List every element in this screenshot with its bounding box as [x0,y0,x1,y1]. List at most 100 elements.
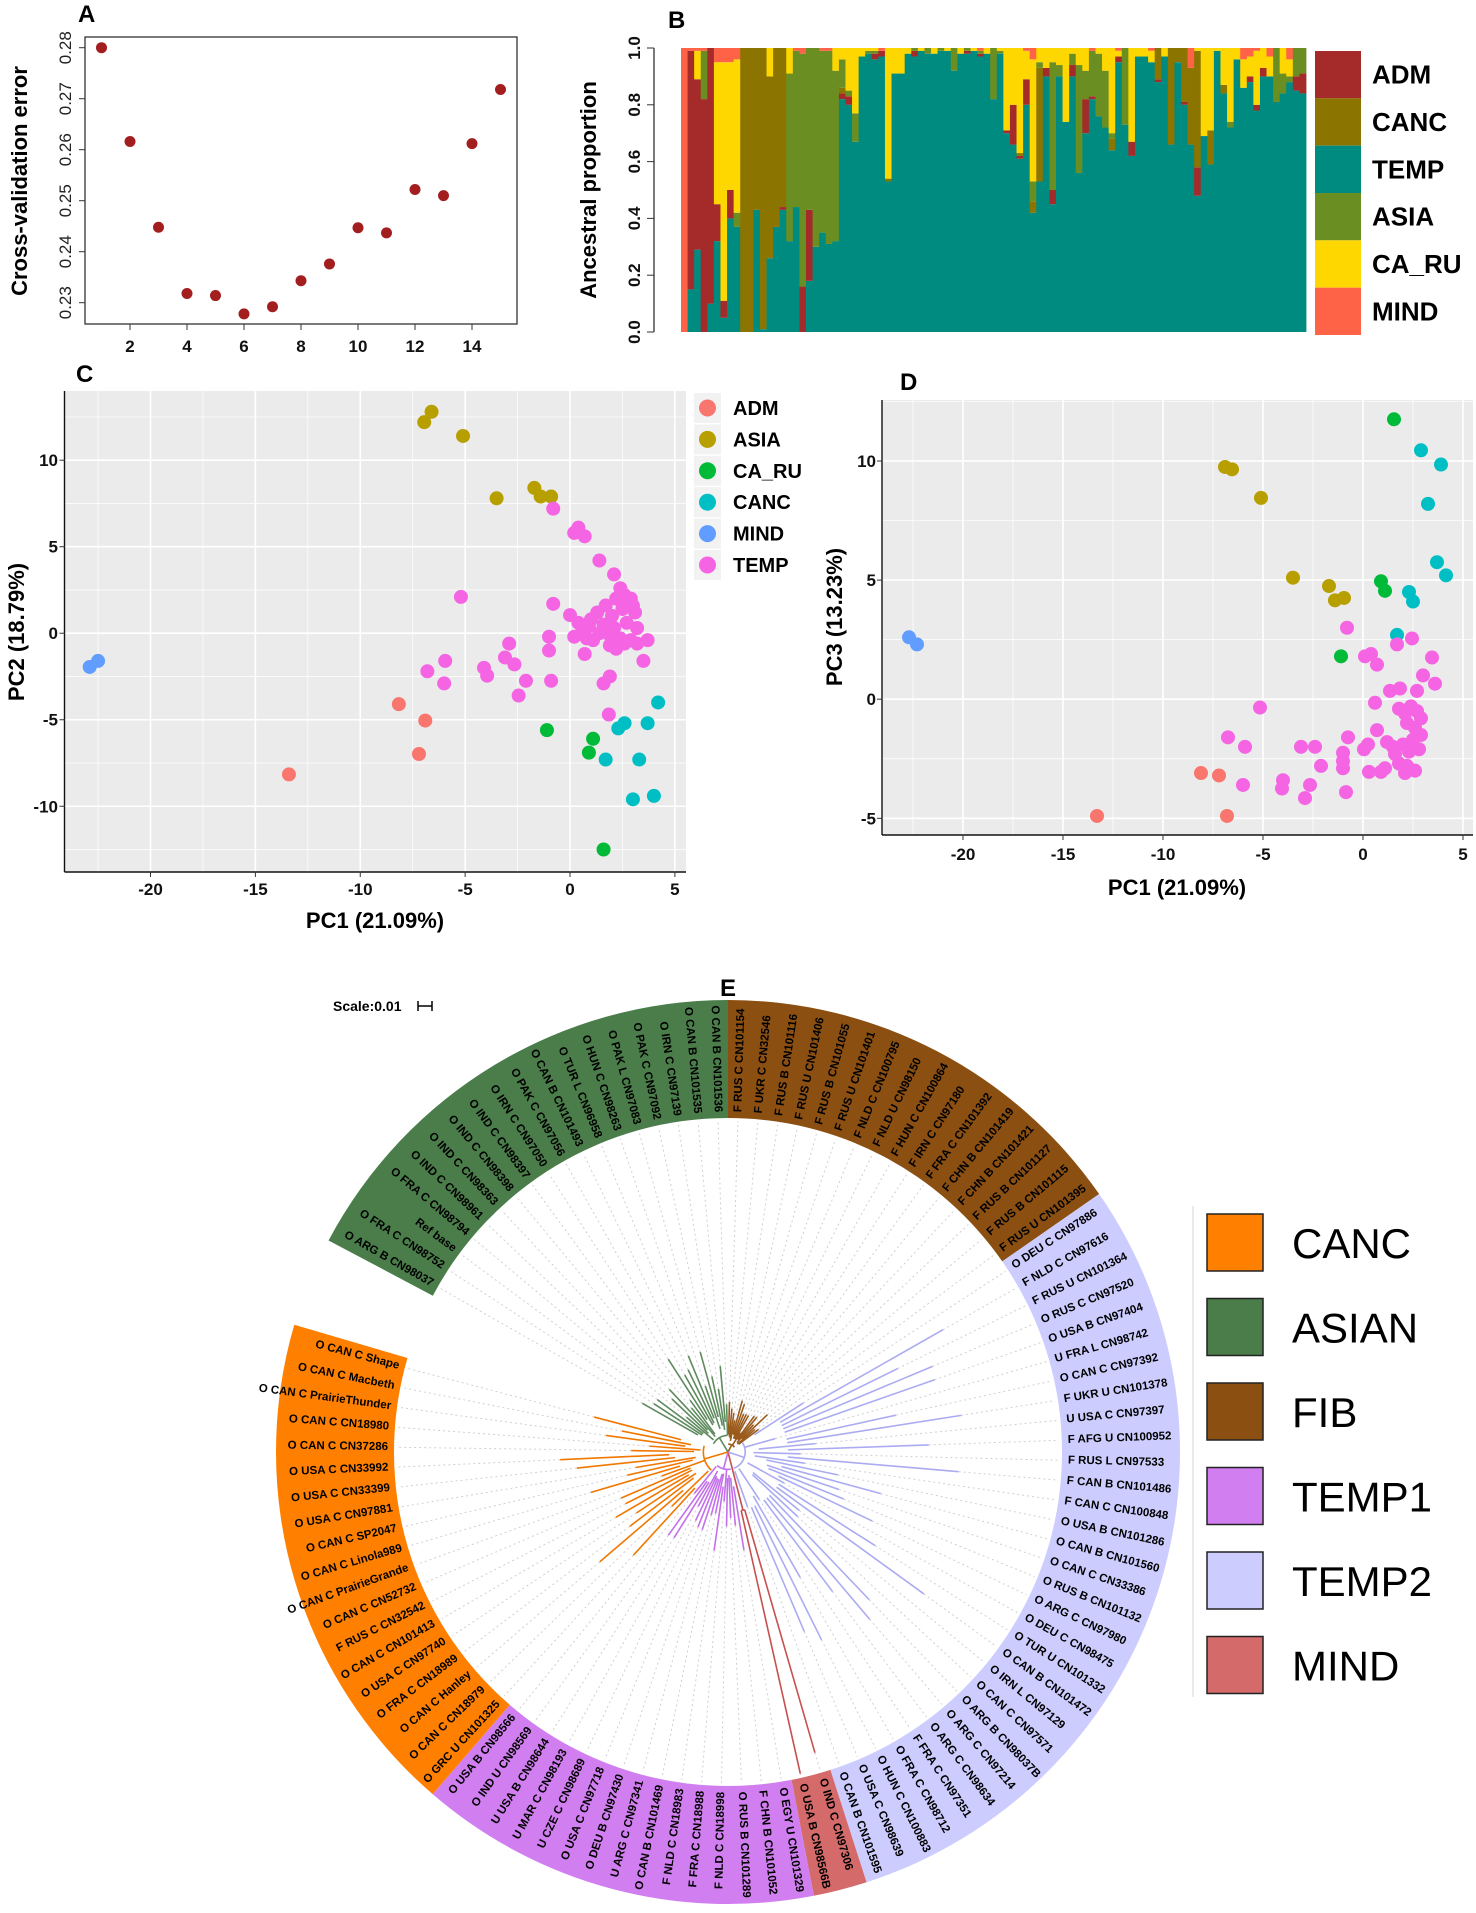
bar-segment-temp [1273,101,1281,333]
data-point-temp [1364,646,1378,661]
leaf-guide-line [797,1516,972,1678]
bar-segment-canc [1194,50,1202,168]
leaf-guide-line [868,1599,958,1692]
legend-label: TEMP [1372,154,1444,184]
bar-segment-adm [687,50,695,290]
branch [778,1475,873,1522]
clade-band-canc [276,1324,510,1795]
branch [699,1351,720,1418]
data-point-temp [1390,637,1404,652]
bar-segment-asia [1273,48,1281,102]
bar-segment-adm [1115,56,1123,63]
clade-stem [722,1451,729,1469]
data-point-canc [611,721,626,736]
data-point-canc [632,752,647,767]
y-tick-label: 10 [39,451,58,470]
branch [605,1434,686,1448]
bar-segment-temp [1115,62,1123,332]
bar-segment-asia [977,50,985,54]
bar-segment-asia [1292,48,1300,77]
data-point-temp [453,589,468,604]
leaf-guide-line [432,1503,626,1602]
legend-swatch-asian [1206,1297,1264,1357]
bar-segment-temp [957,53,965,333]
bar-segment-ca_ru [1049,48,1057,63]
data-point-temp [604,608,619,623]
bar-segment-adm [707,48,715,304]
bar-segment-ca_ru [1161,48,1169,57]
branch [719,1366,727,1423]
branch [736,1415,755,1440]
bar-segment-adm [1069,65,1077,77]
legend-swatch-asia [1315,193,1361,241]
branch [729,1413,735,1439]
leaf-guide-line [961,1400,1056,1416]
branch [754,1505,823,1641]
data-point-temp [1378,761,1392,776]
bar-segment-mind [681,48,688,332]
bar-segment-temp [766,258,774,332]
leaf-guide-line [745,1153,873,1415]
branch [668,1388,709,1431]
bar-segment-ca_ru [1141,48,1149,57]
branch [671,1470,709,1507]
bar-segment-asia [845,90,853,97]
leaf-guide-line [747,1507,840,1765]
bar-segment-canc [1174,48,1182,63]
data-point-ca_ru [596,842,611,857]
bar-segment-temp [858,56,866,333]
data-point-temp [630,621,645,636]
bar-segment-ca_ru [733,59,741,213]
bar-segment-ca_ru [1213,48,1221,51]
x-tick-label: -5 [1255,845,1270,864]
data-point-temp [1392,756,1406,771]
branch [734,1471,749,1508]
branch [693,1465,717,1494]
clade-band-temp1 [432,1704,814,1904]
bar-segment-canc [779,48,787,208]
leaf-guide-line [754,1238,982,1430]
legend-label: TEMP2 [1292,1558,1432,1605]
branch [733,1413,748,1440]
data-point-temp [1405,631,1419,646]
branch [690,1407,716,1438]
leaf-guide-line [837,1474,1053,1521]
data-point-temp [1253,700,1267,715]
legend-label: ASIA [1372,202,1434,232]
bar-segment-temp [779,209,787,332]
data-point-temp [1221,730,1235,745]
internal-branch [740,1508,745,1512]
data-point [495,84,506,96]
data-point-adm [281,767,296,782]
bar-segment-adm [1259,67,1267,77]
branch [593,1416,682,1441]
legend-swatch-temp1 [1206,1466,1264,1526]
bar-segment-canc [1181,48,1188,102]
data-point-asia [424,404,439,419]
panel-label-a: A [78,1,95,28]
branch [625,1469,693,1505]
bar-segment-temp [1259,76,1267,333]
data-point-asia [1254,490,1268,505]
data-point-canc [1439,568,1453,583]
x-tick-label: -15 [1051,845,1076,864]
bar-segment-ca_ru [694,50,702,80]
legend-label: ADM [1372,60,1431,90]
tree-branches [560,1329,962,1774]
bar-segment-temp [990,99,998,333]
data-point-temp [586,633,601,648]
bar-segment-mind [792,48,800,51]
leaf-guide-line [658,1128,713,1377]
branch [784,1378,935,1433]
leaf-guide-line [551,1537,675,1733]
branch [727,1401,731,1435]
legend-label: ASIA [733,429,781,451]
leaf-guide-lines [397,1121,1059,1783]
bar-segment-temp [904,53,912,333]
bar-segment-adm [727,190,735,219]
bar-segment-asia [1056,65,1063,77]
branch [631,1449,695,1453]
branch [781,1465,882,1495]
bar-segment-ca_ru [838,48,846,60]
bar-segment-ca_ru [1036,48,1044,63]
